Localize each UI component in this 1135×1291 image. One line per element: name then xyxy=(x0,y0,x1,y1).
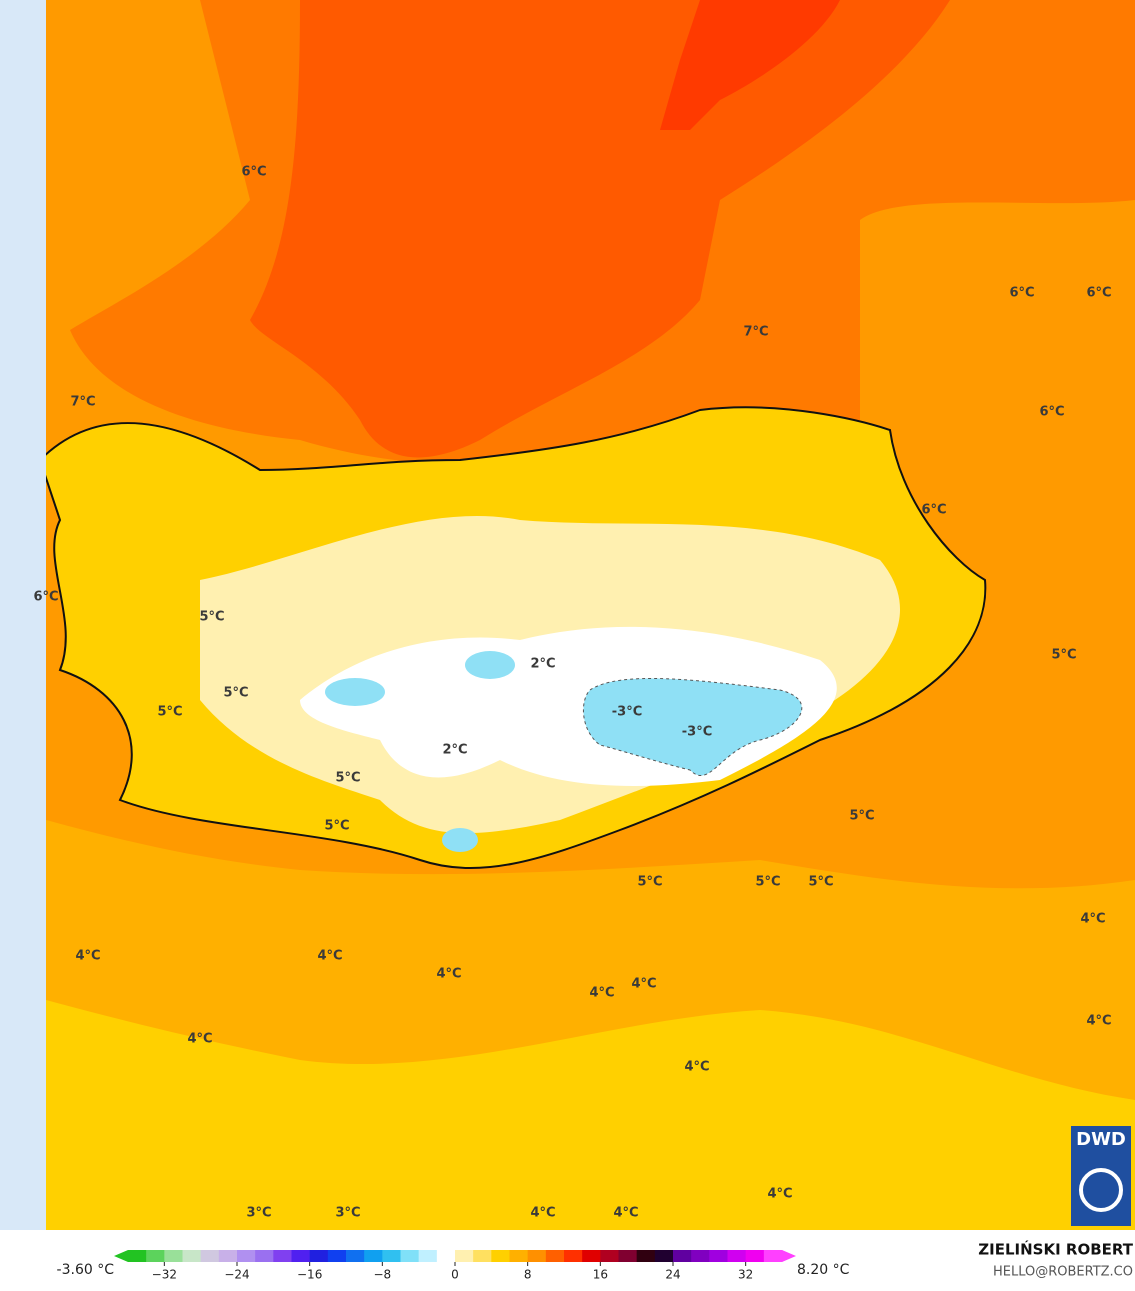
colorbar-segment xyxy=(745,1250,765,1262)
contour-label: 7°C xyxy=(743,325,768,340)
contour-label: 5°C xyxy=(637,875,662,890)
cold-core xyxy=(465,651,515,679)
region-9c xyxy=(660,0,840,130)
colorbar-min: -3.60 °C xyxy=(57,1262,115,1278)
edge-strip xyxy=(0,0,46,1230)
colorbar-segment xyxy=(636,1250,656,1262)
colorbar-arrow xyxy=(782,1250,796,1262)
contour-label: 4°C xyxy=(1080,912,1105,927)
contour-label: 5°C xyxy=(157,705,182,720)
contour-label: 5°C xyxy=(808,875,833,890)
colorbar-segment xyxy=(146,1250,165,1262)
contour-label: -3°C xyxy=(612,705,642,720)
colorbar-segment xyxy=(564,1250,583,1262)
contour-label: 4°C xyxy=(530,1206,555,1221)
contour-label: -3°C xyxy=(682,725,712,740)
cold-core xyxy=(325,678,385,706)
contour-label: 5°C xyxy=(1051,648,1076,663)
colorbar-segment xyxy=(691,1250,710,1262)
contour-label: 4°C xyxy=(631,977,656,992)
contour-label: 6°C xyxy=(921,503,946,518)
colorbar-segment xyxy=(418,1250,438,1262)
contour-label: 5°C xyxy=(755,875,780,890)
colorbar-segment xyxy=(582,1250,601,1262)
colorbar-segment xyxy=(237,1250,256,1262)
contour-label: 4°C xyxy=(589,986,614,1001)
contour-label: 4°C xyxy=(187,1032,212,1047)
colorbar-segment xyxy=(128,1250,147,1262)
colorbar-segment xyxy=(618,1250,638,1262)
colorbar-segment xyxy=(436,1250,456,1262)
colorbar-segment xyxy=(382,1250,401,1262)
colorbar-segment xyxy=(273,1250,292,1262)
colorbar-segment xyxy=(455,1250,474,1262)
colorbar-tick-label: 32 xyxy=(738,1268,753,1282)
colorbar-segment xyxy=(600,1250,619,1262)
contour-label: 6°C xyxy=(33,590,58,605)
colorbar-segment xyxy=(182,1250,202,1262)
credit-name: ZIELIŃSKI ROBERT xyxy=(978,1240,1133,1259)
contour-label: 5°C xyxy=(199,610,224,625)
contour-label: 5°C xyxy=(849,809,874,824)
colorbar-segment xyxy=(509,1250,529,1262)
colorbar-tick-label: −32 xyxy=(152,1268,177,1282)
contour-label: 5°C xyxy=(335,771,360,786)
colorbar-tick-label: −24 xyxy=(224,1268,249,1282)
colorbar-segment xyxy=(346,1250,365,1262)
contour-label: 3°C xyxy=(335,1206,360,1221)
credit-email: HELLO@ROBERTZ.CO xyxy=(993,1265,1133,1280)
contour-label: 6°C xyxy=(1086,286,1111,301)
colorbar-segment xyxy=(364,1250,383,1262)
colorbar-tick-label: 16 xyxy=(593,1268,608,1282)
contour-label: 5°C xyxy=(223,686,248,701)
colorbar-tick-label: 24 xyxy=(665,1268,680,1282)
region-8c xyxy=(250,0,950,458)
colorbar-segment xyxy=(654,1250,674,1262)
contour-label: 7°C xyxy=(70,395,95,410)
contour-label: 4°C xyxy=(1086,1014,1111,1029)
colorbar-max: 8.20 °C xyxy=(797,1262,850,1278)
contour-label: 5°C xyxy=(324,819,349,834)
colorbar-segment xyxy=(164,1250,183,1262)
contour-label: 4°C xyxy=(767,1187,792,1202)
logo-icon xyxy=(1079,1168,1123,1212)
colorbar-segment xyxy=(727,1250,747,1262)
contour-label: 6°C xyxy=(1039,405,1064,420)
colorbar-segment xyxy=(400,1250,420,1262)
colorbar-segment xyxy=(491,1250,510,1262)
colorbar-segment xyxy=(709,1250,728,1262)
colorbar-segment xyxy=(673,1250,692,1262)
colorbar-segment xyxy=(200,1250,220,1262)
contour-label: 2°C xyxy=(530,657,555,672)
contour-label: 2°C xyxy=(442,743,467,758)
colorbar-segment xyxy=(291,1250,311,1262)
colorbar-tick-label: 0 xyxy=(451,1268,459,1282)
contour-label: 6°C xyxy=(241,165,266,180)
colorbar-segment xyxy=(255,1250,274,1262)
colorbar-segment xyxy=(327,1250,347,1262)
contour-label: 4°C xyxy=(613,1206,638,1221)
colorbar-arrow xyxy=(114,1250,128,1262)
colorbar-segment xyxy=(218,1250,238,1262)
cold-core xyxy=(442,828,478,852)
colorbar-segment xyxy=(309,1250,329,1262)
contour-label: 4°C xyxy=(436,967,461,982)
colorbar-segment xyxy=(527,1250,547,1262)
contour-label: 4°C xyxy=(317,949,342,964)
contour-label: 6°C xyxy=(1009,286,1034,301)
colorbar-segment xyxy=(545,1250,565,1262)
colorbar-tick-label: −16 xyxy=(297,1268,322,1282)
contour-label: 4°C xyxy=(684,1060,709,1075)
contour-label: 4°C xyxy=(75,949,100,964)
colorbar-segment xyxy=(763,1250,783,1262)
colorbar-segment xyxy=(473,1250,492,1262)
colorbar-tick-label: 8 xyxy=(524,1268,532,1282)
contour-label: 3°C xyxy=(246,1206,271,1221)
cold-core xyxy=(582,677,803,776)
logo-text: DWD xyxy=(1076,1129,1126,1150)
colorbar-tick-label: −8 xyxy=(373,1268,391,1282)
